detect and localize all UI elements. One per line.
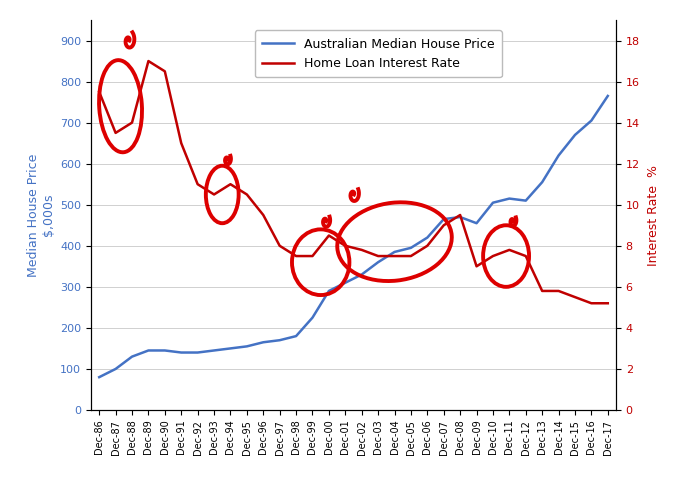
Australian Median House Price	[570, 132, 579, 138]
Australian Median House Price	[473, 220, 481, 226]
Home Loan Interest Rate	[391, 253, 399, 259]
Home Loan Interest Rate	[374, 253, 382, 259]
Home Loan Interest Rate	[505, 247, 514, 253]
Australian Median House Price	[308, 314, 316, 320]
Australian Median House Price	[210, 348, 218, 354]
Legend: Australian Median House Price, Home Loan Interest Rate: Australian Median House Price, Home Loan…	[255, 30, 502, 78]
Home Loan Interest Rate	[358, 247, 366, 253]
Home Loan Interest Rate	[292, 253, 300, 259]
Y-axis label: Median House Price
$,000s: Median House Price $,000s	[27, 154, 55, 276]
Home Loan Interest Rate	[160, 68, 169, 74]
Australian Median House Price	[111, 366, 120, 372]
Home Loan Interest Rate	[489, 253, 497, 259]
Australian Median House Price	[243, 344, 251, 349]
Australian Median House Price	[391, 249, 399, 255]
Home Loan Interest Rate	[308, 253, 316, 259]
Australian Median House Price	[587, 118, 596, 124]
Home Loan Interest Rate	[144, 58, 153, 64]
Australian Median House Price	[358, 272, 366, 278]
Home Loan Interest Rate	[440, 222, 448, 228]
Home Loan Interest Rate	[570, 294, 579, 300]
Home Loan Interest Rate	[538, 288, 547, 294]
Australian Median House Price	[538, 179, 547, 185]
Australian Median House Price	[407, 245, 415, 251]
Home Loan Interest Rate	[111, 130, 120, 136]
Australian Median House Price	[276, 337, 284, 343]
Australian Median House Price	[489, 200, 497, 205]
Line: Australian Median House Price: Australian Median House Price	[99, 96, 608, 377]
Australian Median House Price	[95, 374, 104, 380]
Australian Median House Price	[423, 234, 431, 240]
Home Loan Interest Rate	[456, 212, 464, 218]
Home Loan Interest Rate	[407, 253, 415, 259]
Australian Median House Price	[226, 346, 234, 352]
Home Loan Interest Rate	[587, 300, 596, 306]
Y-axis label: Interest Rate  %: Interest Rate %	[647, 164, 660, 266]
Australian Median House Price	[325, 288, 333, 294]
Home Loan Interest Rate	[341, 243, 349, 249]
Line: Home Loan Interest Rate: Home Loan Interest Rate	[99, 61, 608, 304]
Home Loan Interest Rate	[243, 192, 251, 198]
Australian Median House Price	[292, 333, 300, 339]
Home Loan Interest Rate	[128, 120, 136, 126]
Home Loan Interest Rate	[276, 243, 284, 249]
Australian Median House Price	[160, 348, 169, 354]
Australian Median House Price	[456, 214, 464, 220]
Home Loan Interest Rate	[226, 181, 234, 187]
Home Loan Interest Rate	[423, 243, 431, 249]
Home Loan Interest Rate	[259, 212, 267, 218]
Home Loan Interest Rate	[325, 232, 333, 238]
Australian Median House Price	[341, 280, 349, 285]
Australian Median House Price	[144, 348, 153, 354]
Australian Median House Price	[259, 340, 267, 345]
Home Loan Interest Rate	[193, 181, 202, 187]
Australian Median House Price	[128, 354, 136, 360]
Home Loan Interest Rate	[177, 140, 186, 146]
Home Loan Interest Rate	[473, 264, 481, 270]
Home Loan Interest Rate	[95, 89, 104, 95]
Australian Median House Price	[522, 198, 530, 203]
Australian Median House Price	[603, 93, 612, 99]
Australian Median House Price	[193, 350, 202, 356]
Home Loan Interest Rate	[554, 288, 563, 294]
Australian Median House Price	[505, 196, 514, 202]
Australian Median House Price	[374, 259, 382, 265]
Australian Median House Price	[177, 350, 186, 356]
Home Loan Interest Rate	[210, 192, 218, 198]
Home Loan Interest Rate	[603, 300, 612, 306]
Home Loan Interest Rate	[522, 253, 530, 259]
Australian Median House Price	[440, 216, 448, 222]
Australian Median House Price	[554, 152, 563, 158]
